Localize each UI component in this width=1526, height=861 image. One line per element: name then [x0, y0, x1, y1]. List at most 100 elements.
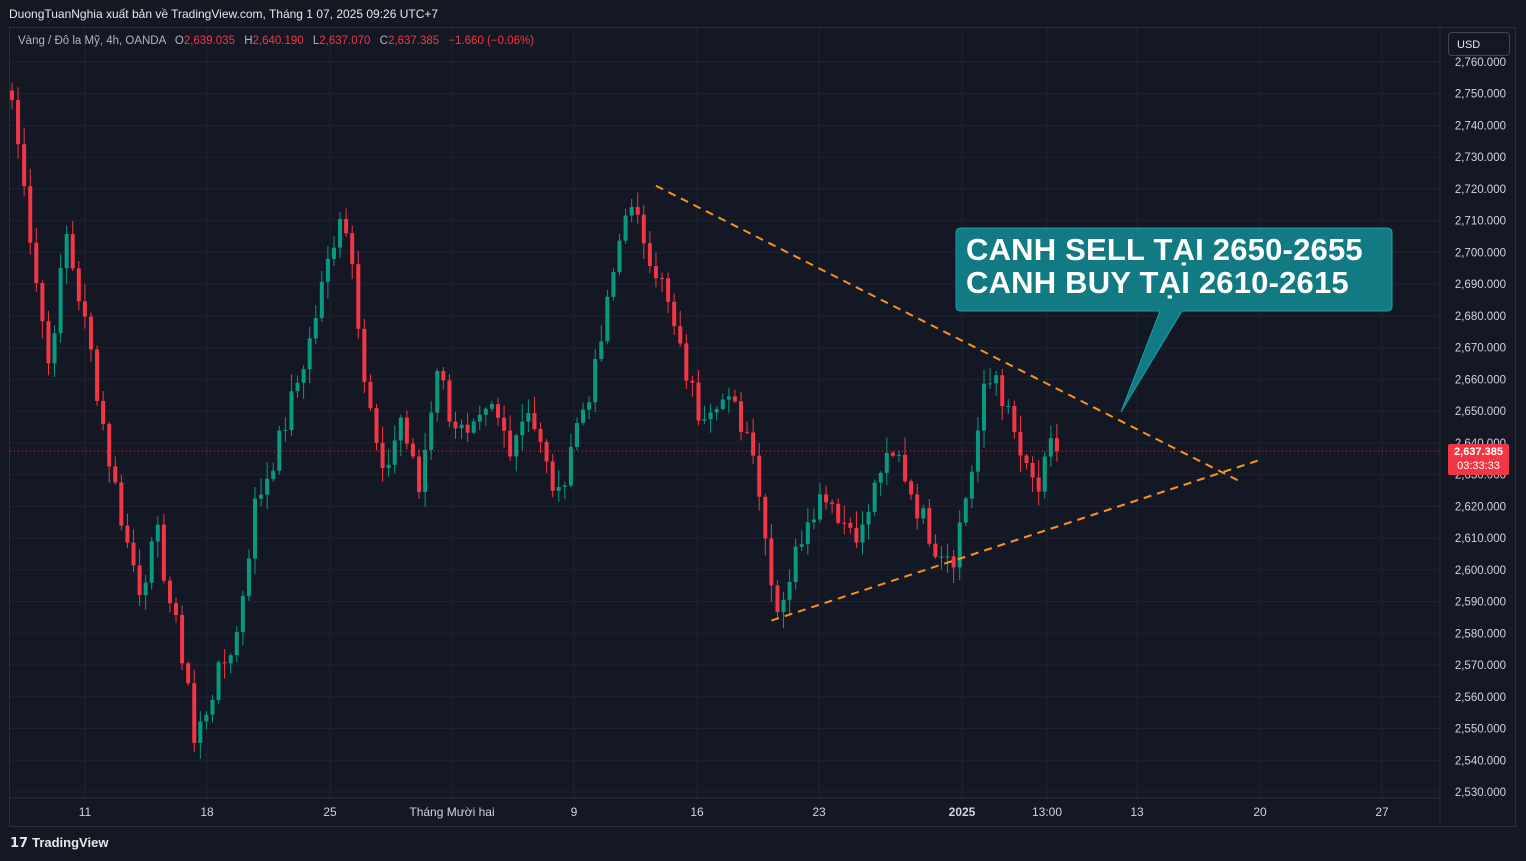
y-tick-label: 2,750.000: [1455, 89, 1506, 101]
x-tick-label: 27: [1375, 805, 1389, 819]
x-tick-label: 13: [1130, 805, 1144, 819]
candle-body: [465, 424, 470, 433]
x-tick-label: 23: [812, 805, 826, 819]
candle-body: [915, 494, 920, 519]
candle-body: [240, 595, 245, 632]
candle-body: [732, 396, 737, 402]
candle-body: [295, 382, 300, 392]
x-tick-label: 2025: [949, 805, 976, 819]
callout-line-buy: CANH BUY TẠI 2610-2615: [966, 265, 1349, 300]
candle-body: [483, 408, 488, 415]
tradingview-footer[interactable]: 𝟭𝟳 TradingView: [10, 835, 108, 851]
candle-body: [520, 421, 525, 436]
candle-body: [259, 494, 264, 499]
candle-body: [313, 318, 318, 339]
candle-body: [714, 408, 719, 413]
candle-body: [186, 663, 191, 684]
candle-body: [647, 243, 652, 267]
candle-body: [684, 343, 689, 381]
currency-button[interactable]: USD: [1448, 32, 1510, 56]
candle-body: [1000, 375, 1005, 407]
candle-body: [508, 430, 513, 457]
trendline-upper: [655, 184, 1240, 482]
low-value: 2,637.070: [319, 35, 371, 47]
candle-body: [854, 527, 859, 543]
candle-body: [319, 281, 324, 319]
candle-body: [532, 412, 537, 429]
y-tick-label: 2,550.000: [1455, 724, 1506, 736]
candle-body: [325, 258, 330, 282]
candle-body: [222, 662, 227, 664]
candle-body: [131, 542, 136, 566]
open-label: O: [174, 35, 184, 47]
candle-body: [581, 409, 586, 423]
candle-body: [824, 494, 829, 503]
candle-body: [909, 481, 914, 495]
candle-body: [477, 414, 482, 422]
candle-body: [180, 614, 185, 664]
y-tick-label: 2,610.000: [1455, 533, 1506, 545]
high-value: 2,640.190: [252, 35, 304, 47]
candle-body: [228, 655, 233, 664]
candle-body: [502, 417, 507, 431]
candle-body: [690, 380, 695, 383]
candle-body: [1030, 462, 1035, 478]
candle-body: [1048, 438, 1053, 457]
candle-body: [623, 215, 628, 241]
candle-body: [836, 503, 841, 523]
candle-body: [435, 371, 440, 413]
candle-body: [945, 556, 950, 558]
candle-body: [726, 396, 731, 400]
y-tick-label: 2,720.000: [1455, 184, 1506, 196]
x-tick-label: 20: [1253, 805, 1267, 819]
candle-body: [174, 603, 179, 615]
candle-body: [878, 472, 883, 483]
candle-body: [192, 683, 197, 743]
candle-body: [95, 349, 100, 402]
candle-body: [811, 519, 816, 523]
x-tick-label: 13:00: [1032, 805, 1062, 819]
y-axis: 2,760.000 2,750.000 2,740.000 2,730.000 2,72…: [1439, 28, 1506, 826]
candle-body: [149, 541, 154, 583]
candle-body: [556, 486, 561, 491]
chart-frame[interactable]: [9, 27, 1516, 827]
candle-body: [702, 419, 707, 421]
x-tick-label: 25: [323, 805, 337, 819]
candle-body: [568, 446, 573, 486]
candle-body: [447, 380, 452, 422]
candle-body: [988, 383, 993, 385]
candle-body: [398, 417, 403, 441]
candle-body: [155, 524, 160, 542]
candle-body: [763, 496, 768, 539]
candle-body: [969, 471, 974, 499]
candle-body: [459, 424, 464, 429]
candles: [10, 82, 1440, 759]
callout-bubble: [955, 227, 1393, 413]
candle-body: [16, 100, 21, 145]
candle-body: [611, 272, 616, 297]
candle-body: [562, 485, 567, 487]
candle-body: [46, 321, 51, 364]
candle-body: [672, 301, 677, 327]
candle-body: [22, 144, 27, 187]
candle-body: [88, 316, 93, 350]
candle-body: [526, 412, 531, 422]
candle-body: [957, 522, 962, 568]
candle-body: [216, 662, 221, 700]
y-tick-label: 2,570.000: [1455, 660, 1506, 672]
candle-body: [34, 242, 39, 284]
x-tick-label: 18: [200, 805, 214, 819]
candle-body: [860, 524, 865, 543]
y-tick-label: 2,740.000: [1455, 120, 1506, 132]
candle-body: [775, 585, 780, 613]
candle-body: [817, 494, 822, 520]
bar-countdown: 03:33:33: [1457, 460, 1500, 472]
x-tick-label: 9: [571, 805, 578, 819]
callout-line-sell: CANH SELL TẠI 2650-2655: [966, 232, 1363, 267]
y-tick-label: 2,660.000: [1455, 374, 1506, 386]
candle-body: [417, 456, 422, 492]
candle-body: [404, 417, 409, 444]
candle-body: [125, 525, 130, 543]
candle-body: [787, 581, 792, 600]
